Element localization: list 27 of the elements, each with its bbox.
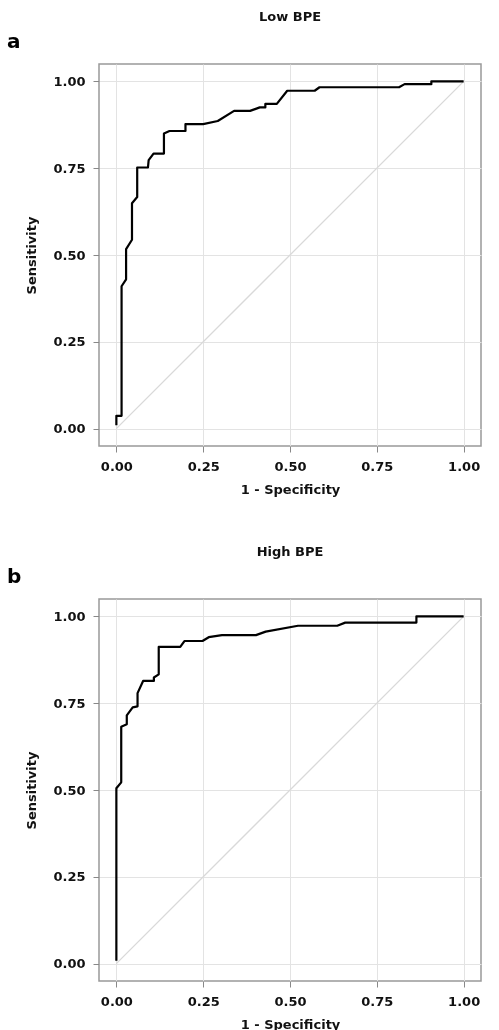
x-tick-label: 0.25 <box>187 993 220 1009</box>
y-tick-label: 0.75 <box>53 695 86 711</box>
text: a <box>7 29 21 53</box>
x-tick-label: 0.00 <box>100 993 133 1009</box>
chart-title: High BPE <box>256 544 324 559</box>
y-tick-label: 0.25 <box>53 334 86 350</box>
x-tick-label: 1.00 <box>448 993 481 1009</box>
y-axis-title: Sensitivity <box>24 751 40 830</box>
x-axis-title: 1 - Specificity <box>240 481 341 497</box>
x-tick-label: 0.50 <box>274 458 307 474</box>
y-tick-label: 0.00 <box>53 421 86 437</box>
y-axis-title: Sensitivity <box>24 216 40 295</box>
x-tick-label: 0.00 <box>100 458 133 474</box>
y-tick-label: 0.50 <box>53 782 86 798</box>
y-tick-label: 0.75 <box>53 160 86 176</box>
x-tick-label: 1.00 <box>448 458 481 474</box>
y-tick-label: 1.00 <box>53 73 86 89</box>
x-tick-label: 0.50 <box>274 993 307 1009</box>
y-tick-label: 0.25 <box>53 869 86 885</box>
x-tick-label: 0.25 <box>187 458 220 474</box>
x-tick-label: 0.75 <box>361 993 394 1009</box>
chart-title: Low BPE <box>258 9 322 24</box>
text: b <box>7 564 22 588</box>
y-tick-label: 0.00 <box>53 956 86 972</box>
y-tick-label: 0.50 <box>53 247 86 263</box>
y-tick-label: 1.00 <box>53 608 86 624</box>
x-tick-label: 0.75 <box>361 458 394 474</box>
